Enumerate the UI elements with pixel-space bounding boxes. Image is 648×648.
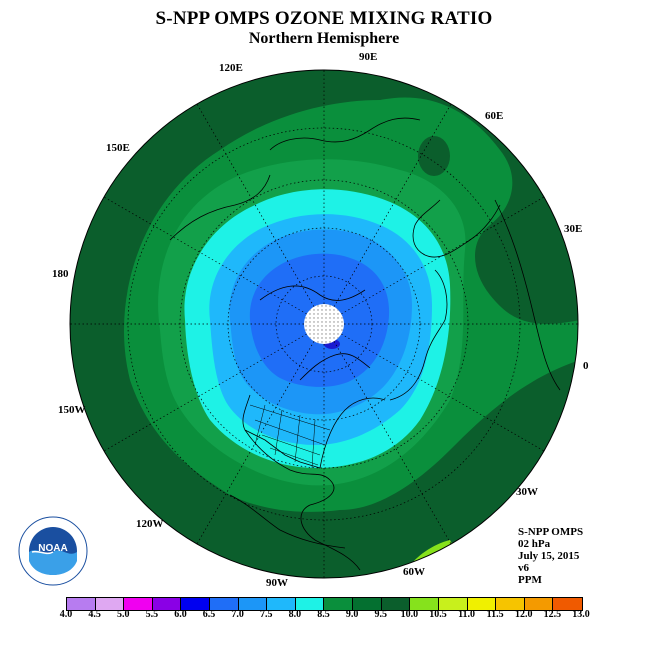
colorbar-tick-label: 7.5 <box>260 609 273 620</box>
map-title: S-NPP OMPS OZONE MIXING RATIO <box>155 8 493 29</box>
map-border <box>69 69 579 579</box>
info-block: S-NPP OMPS 02 hPa July 15, 2015 v6 PPM <box>518 526 583 586</box>
lon-label-60e: 60E <box>485 110 504 122</box>
lon-label-60w: 60W <box>403 566 425 578</box>
colorbar-tick-label: 13.0 <box>572 609 590 620</box>
lon-label-120e: 120E <box>219 62 243 74</box>
lon-label-30w: 30W <box>516 486 538 498</box>
colorbar-ticks: 4.0 4.5 5.0 5.5 6.0 6.5 7.0 7.5 8.0 8.5 9.0 9.5 10.0… <box>60 609 590 623</box>
info-date: July 15, 2015 <box>518 550 580 562</box>
colorbar-tick-label: 6.0 <box>174 609 187 620</box>
colorbar-tick-label: 11.0 <box>458 609 476 620</box>
colorbar-swatch <box>67 598 96 610</box>
noaa-logo-icon: NOAA <box>18 516 88 586</box>
colorbar-swatch <box>381 598 411 610</box>
colorbar-tick-label: 10.0 <box>400 609 419 620</box>
colorbar-swatch <box>410 598 439 610</box>
colorbar-swatch <box>438 598 468 610</box>
coastlines <box>169 117 561 571</box>
graticule <box>70 70 578 578</box>
colorbar-swatch <box>295 598 325 610</box>
colorbar-swatch <box>524 598 554 610</box>
colorbar-swatch <box>238 598 268 610</box>
colorbar-tick-label: 9.5 <box>374 609 387 620</box>
lon-label-90w: 90W <box>266 577 288 589</box>
lon-label-90e: 90E <box>359 51 378 63</box>
colorbar-tick-label: 11.5 <box>486 609 504 620</box>
lon-label-150w: 150W <box>58 404 86 416</box>
colorbar-tick-label: 12.5 <box>543 609 562 620</box>
green-patch-60e <box>418 136 450 176</box>
colorbar-tick-label: 10.5 <box>429 609 447 620</box>
colorbar-swatch <box>553 598 582 610</box>
colorbar-swatch <box>210 598 239 610</box>
lon-label-150e: 150E <box>106 142 130 154</box>
colorbar-tick-label: 8.5 <box>317 609 330 620</box>
colorbar-swatch <box>267 598 296 610</box>
colorbar-swatch <box>324 598 354 610</box>
colorbar-swatch <box>181 598 211 610</box>
state-boundaries <box>249 404 331 469</box>
colorbar-swatch <box>353 598 382 610</box>
colorbar-tick-label: 5.5 <box>145 609 159 620</box>
info-units: PPM <box>518 574 542 586</box>
noaa-logo-text: NOAA <box>38 543 67 554</box>
info-version: v6 <box>518 562 529 574</box>
colorbar-tick-label: 4.0 <box>59 609 73 620</box>
colorbar-tick-label: 9.0 <box>345 609 359 620</box>
info-instrument: S-NPP OMPS <box>518 526 584 538</box>
colorbar-swatch <box>496 598 525 610</box>
colorbar-swatch <box>124 598 153 610</box>
colorbar-swatch <box>95 598 125 610</box>
colorbar-tick-label: 12.0 <box>515 609 533 620</box>
info-level: 02 hPa <box>518 538 551 550</box>
colorbar-swatch <box>467 598 497 610</box>
colorbar-tick-label: 6.5 <box>202 609 216 620</box>
colorbar-tick-label: 5.0 <box>116 609 130 620</box>
colorbar <box>66 597 583 611</box>
colorbar-tick-label: 7.0 <box>231 609 244 620</box>
lon-label-30e: 30E <box>564 223 583 235</box>
colorbar-tick-label: 8.0 <box>288 609 302 620</box>
colorbar-tick-label: 4.5 <box>88 609 101 620</box>
lon-label-0: 0 <box>583 360 589 372</box>
lon-label-180: 180 <box>52 268 69 280</box>
lon-label-120w: 120W <box>136 518 164 530</box>
map-subtitle: Northern Hemisphere <box>248 30 400 47</box>
colorbar-swatch <box>152 598 182 610</box>
